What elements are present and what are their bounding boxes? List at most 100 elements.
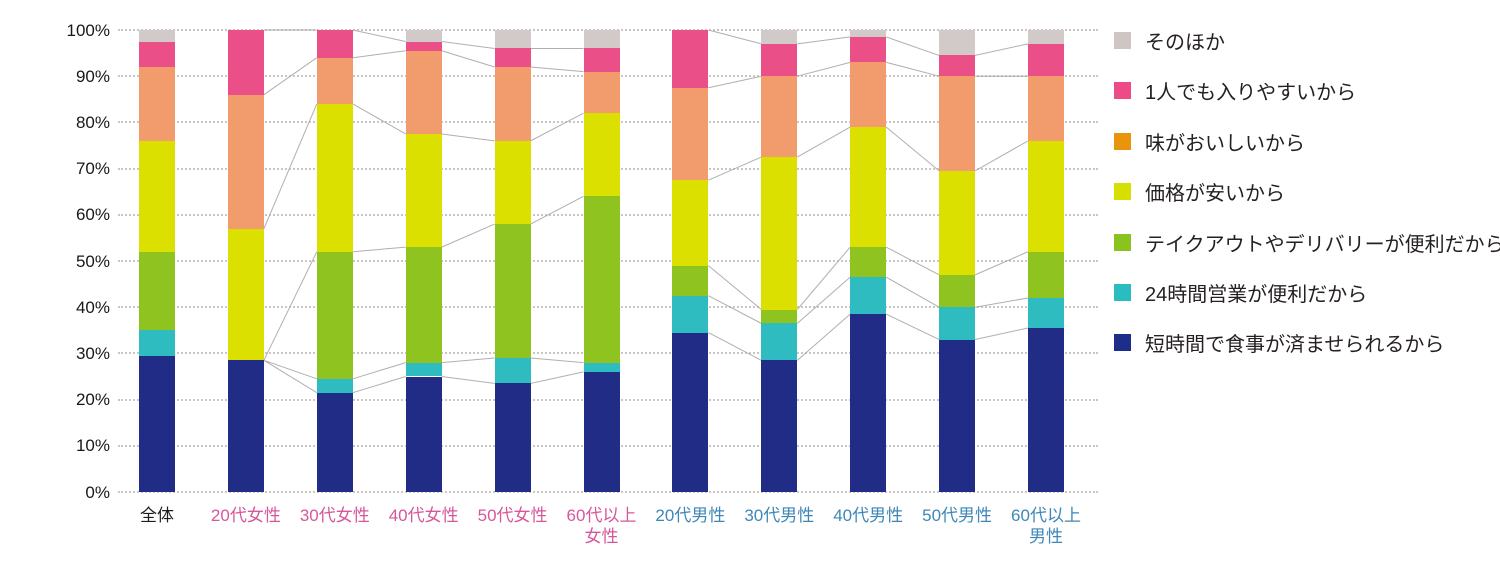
bar-segment [1028, 43, 1064, 77]
legend-item: 1人でも入りやすいから [1114, 76, 1356, 105]
bar-segment [1028, 297, 1064, 328]
bar-segment [583, 30, 620, 49]
connector-line [352, 103, 406, 135]
connector-line [263, 103, 318, 229]
connector-line [886, 36, 940, 56]
bar-segment [1028, 327, 1064, 492]
bar-segment [405, 133, 442, 248]
connector-line [352, 29, 406, 43]
connector-line [708, 29, 762, 45]
x-tick-label: 30代男性 [719, 505, 839, 526]
bar-segment [494, 358, 531, 384]
connector-line [974, 251, 1029, 276]
bar-segment [939, 274, 976, 308]
bar-segment [316, 392, 353, 492]
legend-swatch [1114, 183, 1131, 201]
connector-line [263, 251, 318, 361]
connector-line [263, 57, 318, 96]
bar-segment [850, 247, 887, 278]
connector-line [530, 357, 584, 364]
x-tick-label: 40代男性 [808, 505, 928, 526]
bar-segment [939, 76, 976, 171]
y-tick-label: 90% [75, 66, 110, 86]
connector-line [530, 371, 584, 384]
legend-label: 短時間で食事が済ませられるから [1145, 334, 1445, 357]
y-tick-label: 100% [66, 20, 110, 40]
x-tick-label: 30代女性 [275, 505, 395, 526]
connector-line [708, 332, 762, 361]
x-tick-label: 50代男性 [897, 505, 1017, 526]
connector-line [263, 359, 317, 380]
connector-line [797, 126, 851, 158]
x-tick-label: 全体 [97, 505, 217, 526]
bar-segment [494, 66, 531, 141]
bar-segment [1028, 30, 1064, 44]
bar-segment [227, 360, 264, 492]
connector-line [352, 362, 406, 380]
x-tick-label-line: 50代女性 [477, 506, 548, 525]
legend-item: 短時間で食事が済ませられるから [1114, 328, 1444, 357]
bar-segment [939, 170, 976, 275]
bar-segment [494, 383, 531, 492]
x-tick-label-line: 男性 [1029, 527, 1063, 546]
bar-segment [227, 30, 264, 95]
bar-segment [761, 309, 798, 324]
connector-line [352, 50, 406, 59]
connector-line [441, 223, 495, 248]
connector-line [796, 246, 851, 310]
bar-segment [227, 228, 264, 361]
connector-line [797, 61, 851, 77]
connector-line [530, 112, 584, 142]
y-tick-label: 20% [75, 390, 110, 410]
bar-segment [672, 332, 709, 492]
connector-line [885, 313, 940, 340]
bar-segment [405, 41, 442, 51]
bar-segment [227, 94, 264, 229]
bar-segment [494, 30, 531, 49]
bar-segment [939, 55, 976, 77]
bar-segment [583, 371, 620, 492]
x-tick-label: 60代以上男性 [986, 505, 1106, 547]
bar-segment [494, 140, 531, 225]
connector-line [263, 359, 318, 394]
bar-segment [939, 307, 976, 340]
bar-segment [316, 30, 353, 58]
bar-segment [850, 30, 887, 37]
bar-segment [672, 295, 709, 333]
connector-line [352, 376, 406, 394]
gridline [118, 491, 1098, 493]
bar-segment [139, 355, 175, 492]
connector-line [885, 276, 940, 308]
bar-segment [583, 113, 620, 197]
x-tick-label-line: 60代以上 [1011, 506, 1081, 525]
legend-swatch [1114, 284, 1131, 301]
bar-segment [139, 330, 175, 356]
x-tick-label-line: 30代男性 [744, 506, 815, 525]
bar-segment [405, 247, 442, 363]
connector-line [708, 156, 762, 181]
bar-segment [494, 224, 531, 358]
connector-line [885, 126, 940, 172]
legend-swatch [1114, 334, 1131, 352]
bar-segment [405, 362, 442, 377]
connector-line [441, 41, 495, 49]
connector-line [530, 195, 584, 225]
bar-segment [939, 30, 976, 56]
connector-line [975, 297, 1029, 308]
legend-swatch [1114, 32, 1131, 49]
y-tick-label: 0% [85, 482, 110, 502]
legend-item: 24時間営業が便利だから [1114, 278, 1367, 307]
bar-segment [850, 127, 887, 248]
legend-label: 24時間営業が便利だから [1145, 284, 1368, 306]
x-tick-label-line: 20代男性 [655, 506, 726, 525]
bar-segment [405, 50, 442, 134]
bar-segment [761, 323, 798, 361]
bar-segment [583, 71, 620, 114]
bar-segment [139, 66, 175, 141]
y-tick-label: 70% [75, 159, 110, 179]
connector-line [441, 133, 495, 142]
connector-line [885, 246, 940, 276]
bar-segment [583, 196, 620, 363]
bar-segment [1028, 76, 1064, 141]
